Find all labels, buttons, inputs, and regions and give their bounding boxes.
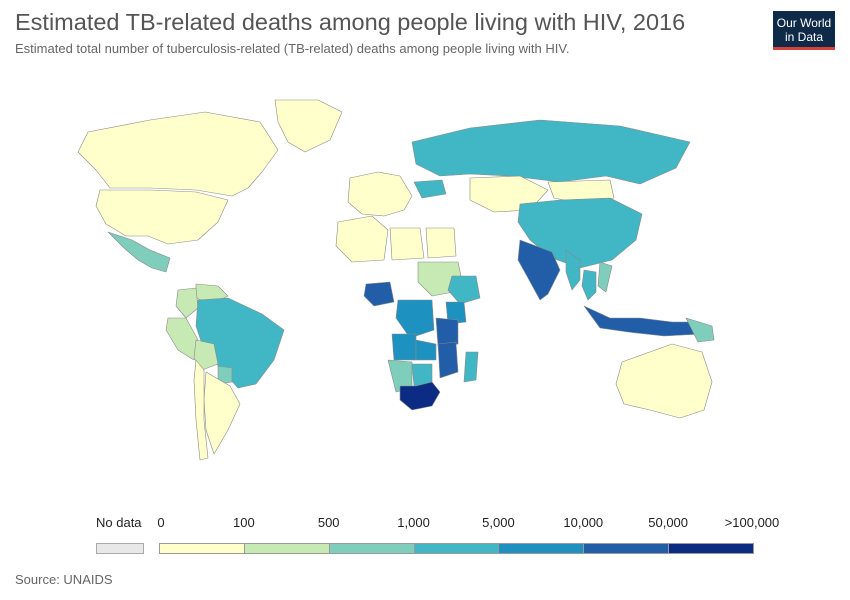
legend-color-swatch [583, 543, 670, 554]
region-vietnam[interactable] [597, 261, 613, 293]
region-greenland[interactable] [274, 99, 343, 153]
legend-tick-label: 10,000 [563, 515, 604, 530]
region-argentina[interactable] [203, 371, 241, 455]
legend-color-swatch [243, 543, 330, 554]
logo-line-2: in Data [784, 30, 824, 44]
legend-color-swatch [328, 543, 415, 554]
legend-tick-label: >100,000 [724, 515, 780, 530]
legend-color-swatch [159, 543, 245, 554]
region-chile[interactable] [193, 359, 209, 461]
region-canada[interactable] [77, 111, 279, 197]
legend-tick-label: 100 [232, 515, 255, 530]
region-dr-congo[interactable] [395, 299, 435, 339]
region-ethiopia[interactable] [447, 275, 481, 305]
region-mozambique[interactable] [437, 341, 459, 379]
legend-no-data-swatch [96, 543, 144, 554]
region-peru[interactable] [165, 317, 199, 361]
legend-tick-label: 5,000 [482, 515, 515, 530]
region-western-europe[interactable] [347, 171, 413, 217]
world-map [77, 99, 715, 461]
legend-color-swatch [498, 543, 585, 554]
region-kenya[interactable] [445, 301, 467, 325]
source-note: Source: UNAIDS [15, 572, 113, 587]
logo-line-1: Our World [776, 16, 832, 30]
region-south-africa[interactable] [399, 381, 441, 411]
region-indonesia[interactable] [583, 305, 703, 337]
region-russia[interactable] [411, 119, 691, 185]
region-myanmar[interactable] [565, 249, 581, 291]
region-thailand[interactable] [581, 269, 597, 301]
legend-tick-label: 0 [157, 515, 165, 530]
region-egypt[interactable] [425, 227, 457, 259]
region-united-states[interactable] [95, 189, 229, 245]
region-ukraine[interactable] [413, 179, 447, 199]
legend-color-swatch [668, 543, 754, 554]
legend-no-data-label: No data [96, 515, 142, 530]
region-colombia[interactable] [175, 287, 199, 319]
region-china[interactable] [517, 197, 643, 269]
region-papua-new-guinea[interactable] [685, 317, 715, 343]
legend-tick-label: 1,000 [397, 515, 430, 530]
region-algeria[interactable] [335, 215, 389, 263]
region-zambia[interactable] [415, 339, 437, 361]
legend-tick-label: 500 [317, 515, 340, 530]
region-paraguay[interactable] [217, 365, 233, 385]
legend-tick-label: 50,000 [648, 515, 689, 530]
region-australia[interactable] [615, 343, 713, 419]
region-nigeria[interactable] [363, 281, 395, 307]
region-india[interactable] [517, 239, 561, 301]
chart-title: Estimated TB-related deaths among people… [15, 9, 686, 35]
region-libya[interactable] [389, 227, 425, 261]
region-tanzania[interactable] [435, 317, 459, 347]
region-madagascar[interactable] [463, 351, 479, 383]
owid-logo[interactable]: Our World in Data [773, 11, 835, 50]
chart-subtitle: Estimated total number of tuberculosis-r… [15, 41, 570, 56]
region-mexico[interactable] [107, 231, 171, 273]
region-angola[interactable] [391, 333, 417, 361]
legend-color-swatch [413, 543, 500, 554]
region-bolivia[interactable] [193, 339, 219, 371]
